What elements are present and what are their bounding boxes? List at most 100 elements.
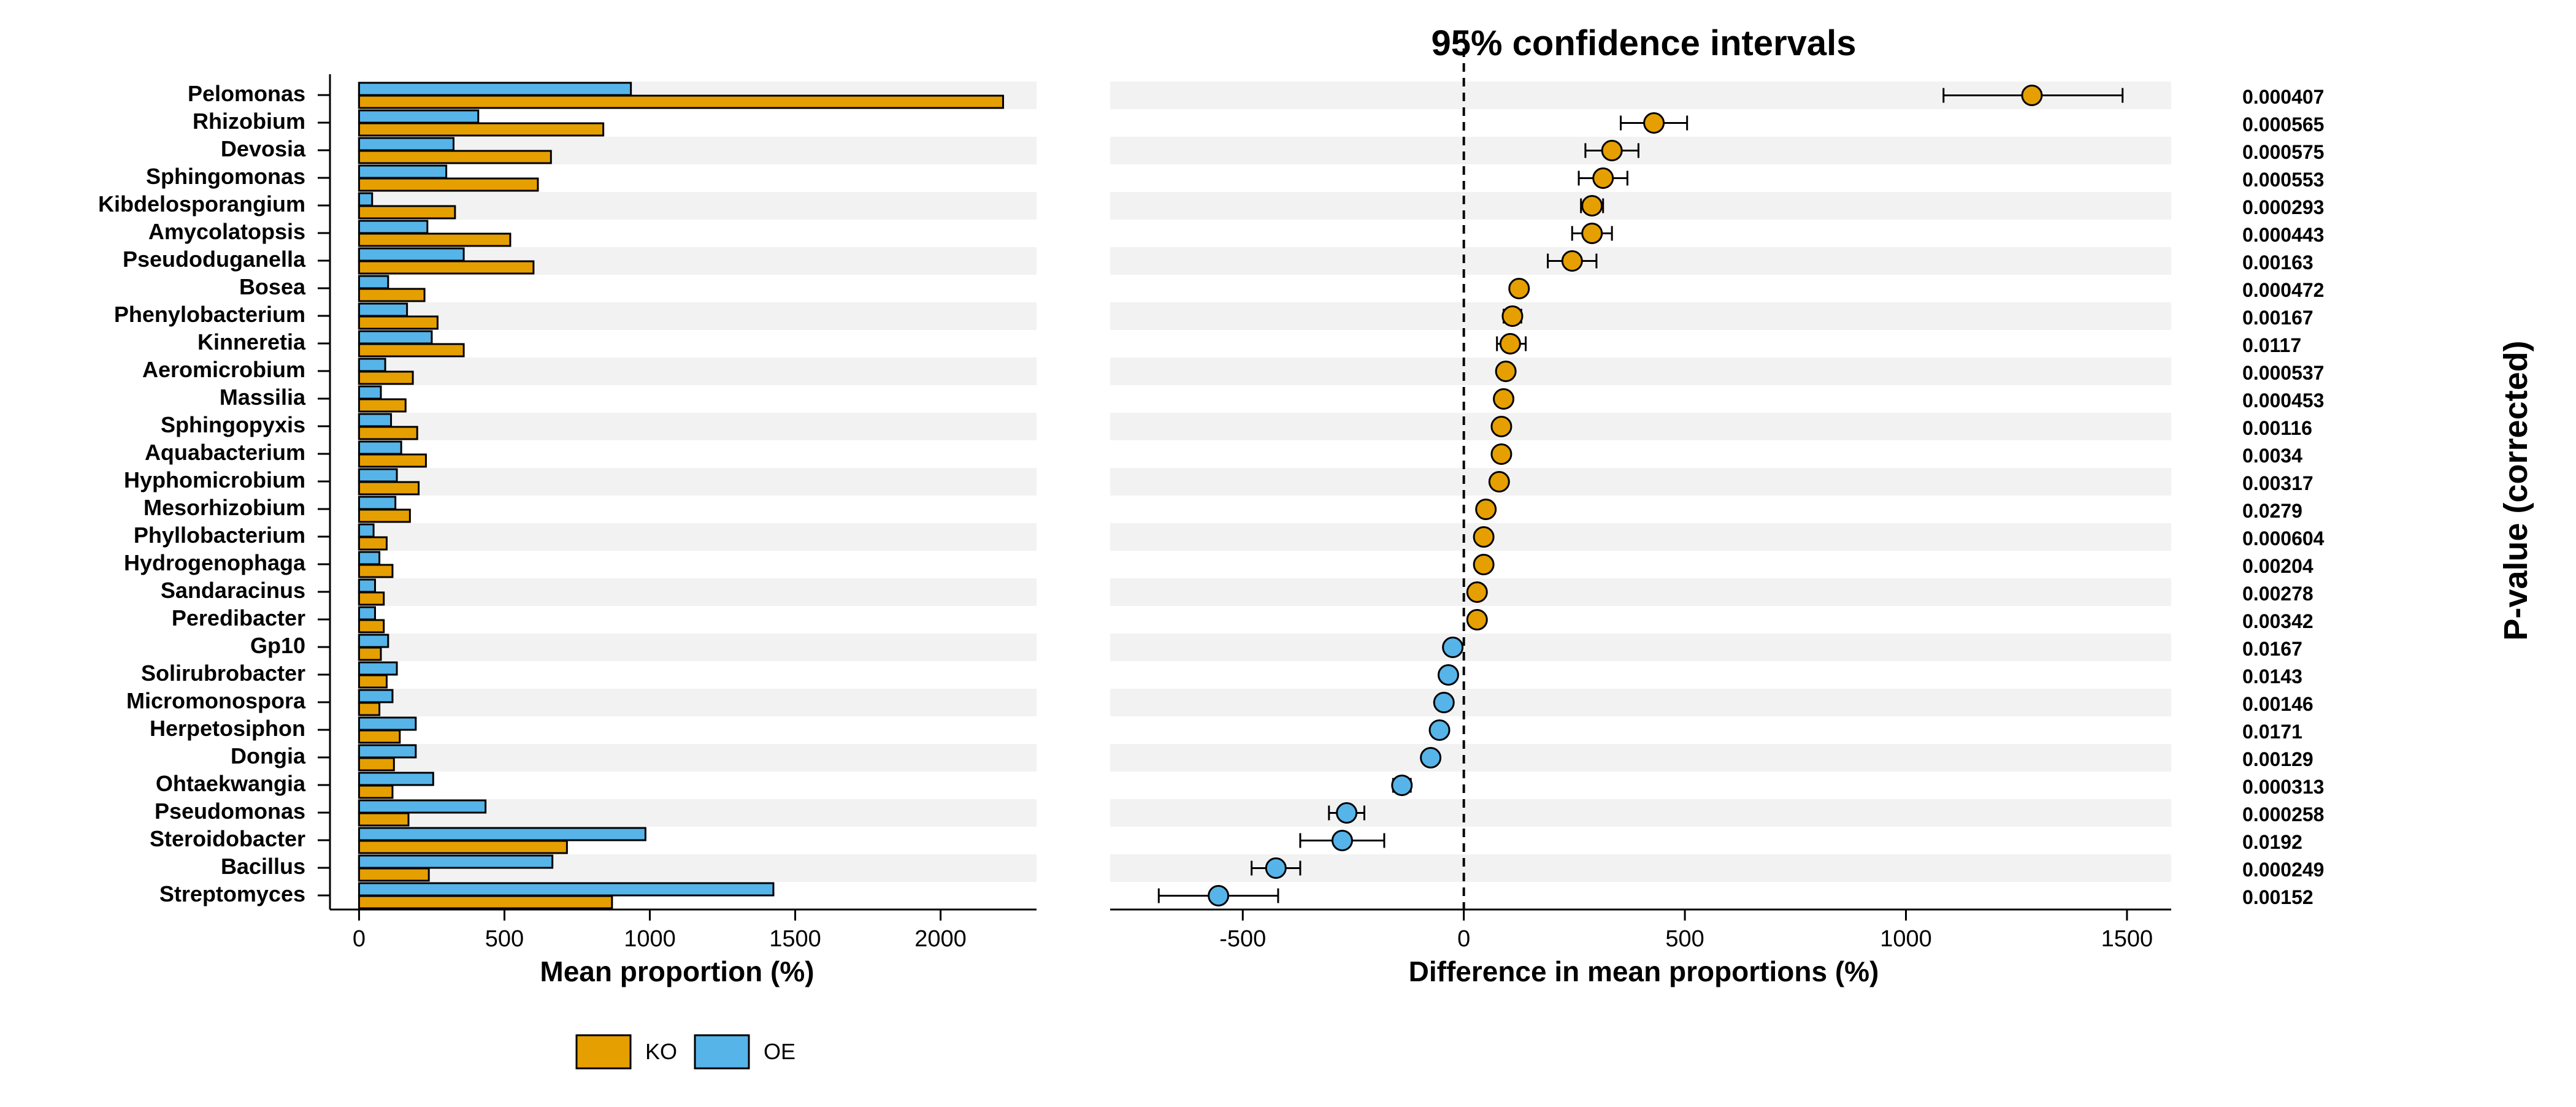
bar-ko — [358, 177, 539, 192]
bar-oe — [358, 440, 402, 455]
ci-point — [1391, 775, 1413, 796]
right-x-axis-title: Difference in mean proportions (%) — [1409, 956, 1879, 987]
bar-ko — [358, 94, 1004, 109]
ci-point — [1331, 830, 1353, 851]
left-x-axis-title: Mean proportion (%) — [540, 956, 814, 987]
category-label: Hydrogenophaga — [124, 550, 306, 575]
row-band-right — [1110, 137, 2171, 164]
ci-point — [1466, 609, 1488, 630]
category-label: Kinneretia — [197, 329, 306, 354]
bar-ko — [358, 591, 385, 606]
ci-point — [1208, 885, 1230, 906]
bar-ko — [358, 343, 465, 358]
x-tick-label: 0 — [1457, 926, 1470, 952]
legend: KO OE — [575, 1034, 795, 1070]
bar-ko — [358, 812, 410, 827]
bar-ko — [358, 729, 401, 744]
bar-ko — [358, 122, 605, 137]
bar-oe — [358, 661, 398, 676]
category-label: Hyphomicrobium — [124, 467, 305, 492]
bar-oe — [358, 854, 554, 869]
bar-ko — [358, 564, 394, 578]
ci-panel-title: 95% confidence intervals — [1431, 23, 1856, 63]
category-label: Sphingomonas — [146, 164, 305, 189]
bar-oe — [358, 192, 374, 207]
bar-oe — [358, 689, 394, 703]
bar-oe — [358, 772, 434, 786]
category-label: Bacillus — [221, 854, 305, 879]
ci-point — [1493, 388, 1515, 410]
category-label: Gp10 — [250, 633, 305, 658]
row-band-left — [357, 192, 1037, 220]
bar-ko — [358, 895, 613, 910]
row-band-left — [357, 358, 1037, 385]
bar-ko — [358, 232, 512, 247]
p-value-text: 0.000537 — [2242, 362, 2324, 384]
p-value-text: 0.000249 — [2242, 859, 2324, 881]
bar-ko — [358, 370, 414, 385]
p-value-text: 0.00146 — [2242, 693, 2313, 715]
bar-ko — [358, 453, 427, 468]
bar-oe — [358, 82, 632, 96]
bar-ko — [358, 315, 439, 330]
p-value-text: 0.000604 — [2242, 527, 2325, 550]
row-band-left — [357, 413, 1037, 440]
ci-point — [1501, 305, 1524, 327]
category-label: Pelomonas — [188, 81, 305, 106]
bar-oe — [358, 882, 775, 897]
row-band-right — [1110, 358, 2171, 385]
bar-oe — [358, 413, 393, 427]
p-value-text: 0.00167 — [2242, 307, 2313, 329]
bar-oe — [358, 827, 646, 841]
bar-oe — [358, 220, 429, 234]
bar-ko — [358, 260, 535, 275]
bar-oe — [358, 385, 382, 400]
bar-oe — [358, 578, 376, 593]
bar-oe — [358, 330, 433, 345]
category-label: Pseudomonas — [155, 799, 305, 824]
p-value-text: 0.00204 — [2242, 555, 2313, 577]
category-label: Peredibacter — [172, 605, 305, 630]
bar-oe — [358, 551, 381, 565]
bar-oe — [358, 606, 376, 621]
bar-ko — [358, 674, 388, 689]
ci-point — [1336, 802, 1358, 824]
x-tick-label: 1000 — [1880, 926, 1932, 952]
ci-point — [2021, 85, 2043, 106]
p-value-text: 0.000472 — [2242, 279, 2324, 301]
row-band-left — [357, 468, 1037, 496]
category-label: Steroidobacter — [150, 826, 305, 851]
ci-point — [1442, 637, 1464, 658]
category-label: Amycolatopsis — [148, 219, 305, 244]
ci-point — [1581, 195, 1603, 216]
bar-ko — [358, 784, 394, 799]
bar-ko — [358, 646, 382, 661]
ci-point — [1592, 167, 1614, 189]
category-label: Kibdelosporangium — [98, 191, 305, 216]
row-bands — [357, 82, 2171, 882]
row-band-right — [1110, 634, 2171, 661]
row-band-left — [357, 523, 1037, 551]
bar-ko — [358, 536, 388, 551]
p-value-text: 0.0192 — [2242, 831, 2302, 853]
category-label: Sandaracinus — [161, 578, 305, 603]
ci-point — [1475, 499, 1497, 520]
row-band-right — [1110, 302, 2171, 330]
row-band-right — [1110, 247, 2171, 275]
legend-label-oe: OE — [764, 1039, 795, 1064]
p-value-text: 0.00163 — [2242, 251, 2313, 274]
x-tick-label: 500 — [1665, 926, 1704, 952]
bar-oe — [358, 744, 417, 759]
ci-point — [1420, 747, 1442, 768]
p-value-text: 0.000565 — [2242, 113, 2324, 136]
x-tick-label: -500 — [1219, 926, 1266, 952]
row-band-right — [1110, 689, 2171, 716]
p-value-text: 0.0171 — [2242, 721, 2302, 743]
row-band-left — [357, 744, 1037, 772]
ci-point — [1265, 857, 1287, 879]
category-label: Micromonospora — [126, 688, 306, 713]
ci-point — [1499, 333, 1521, 354]
row-band-left — [357, 689, 1037, 716]
bar-oe — [358, 468, 398, 483]
row-band-right — [1110, 413, 2171, 440]
